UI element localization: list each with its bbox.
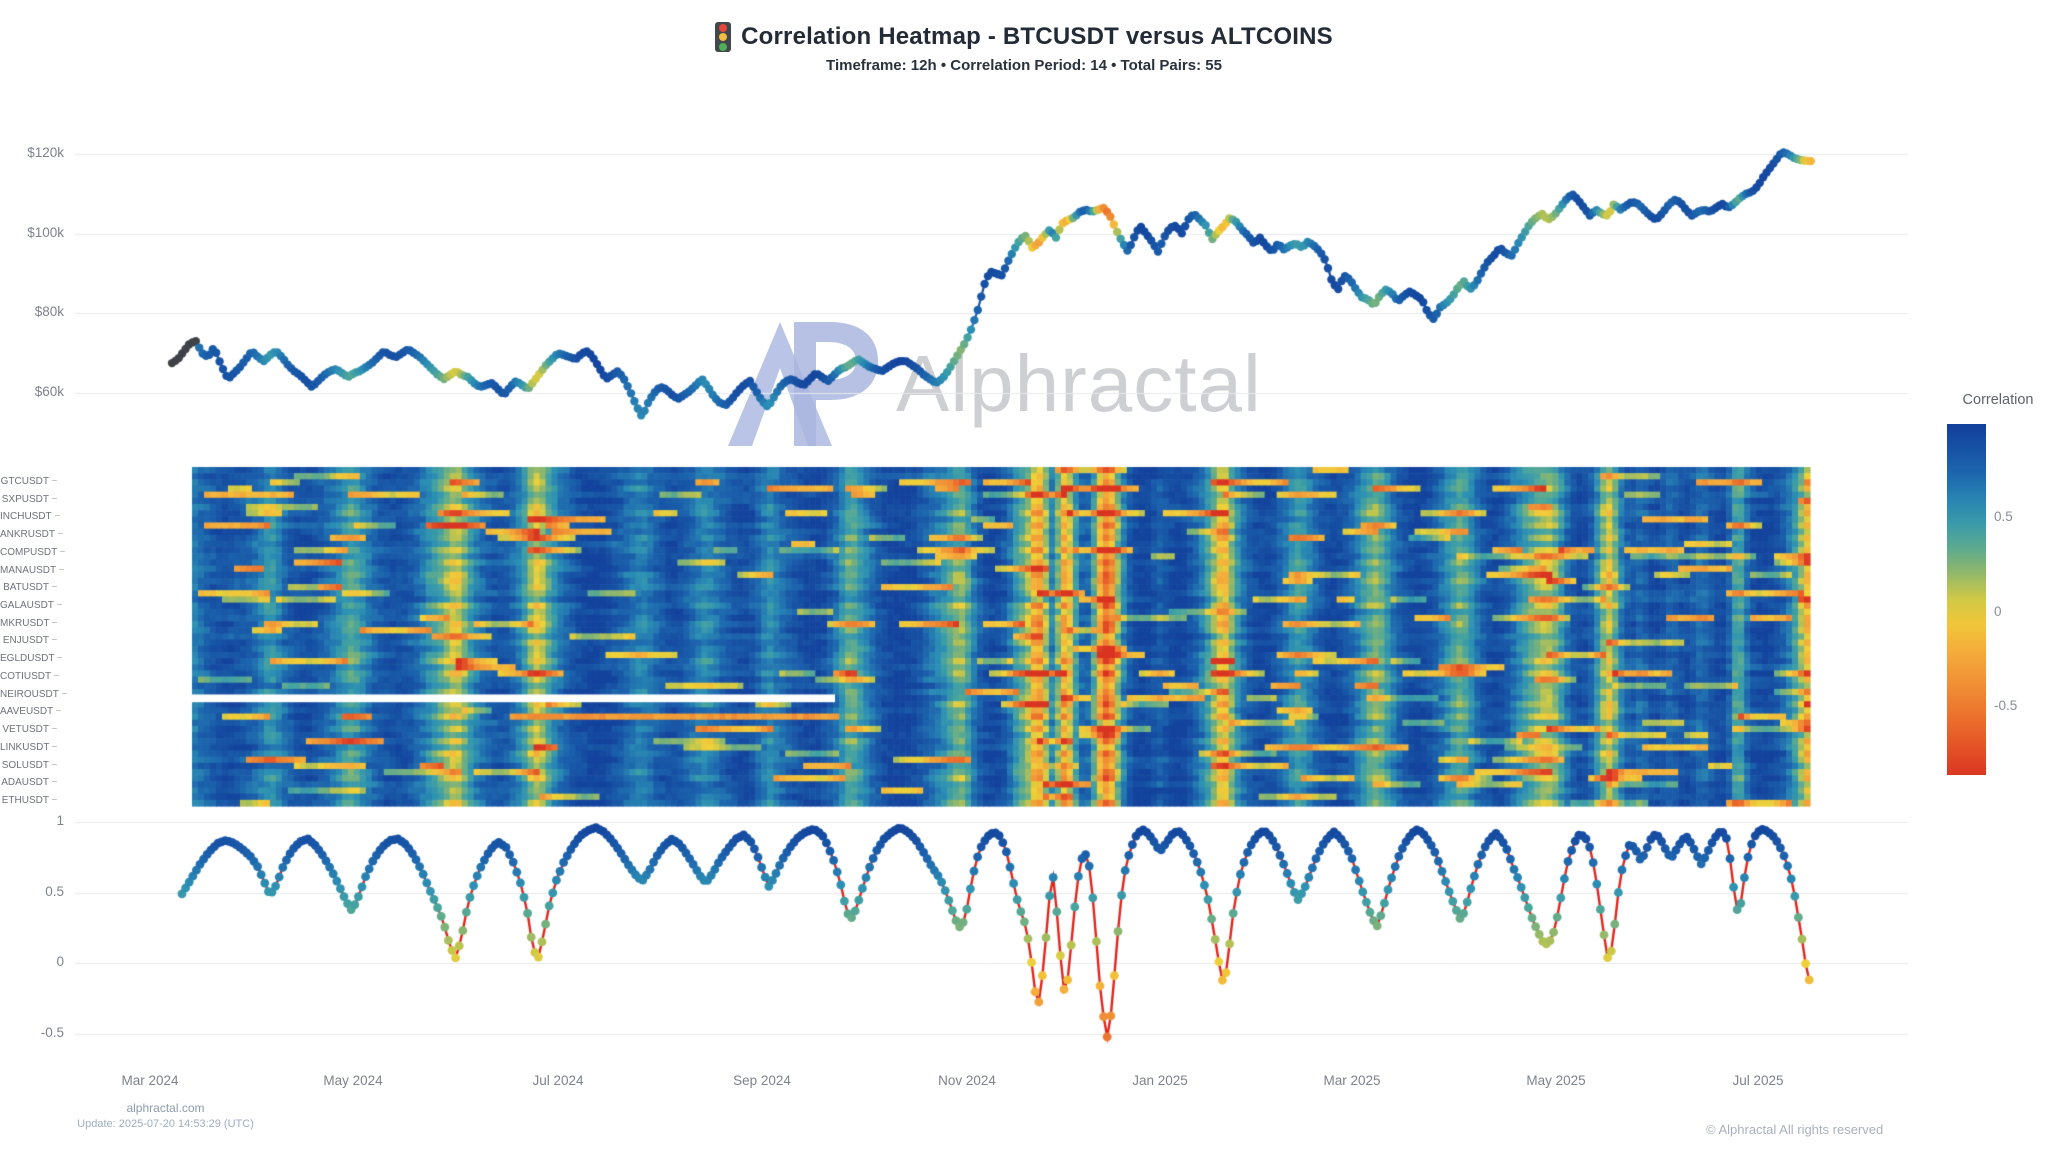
colorbar-tick-label: 0 bbox=[1994, 603, 2002, 619]
heatmap-row-label: MANAUSDT bbox=[0, 564, 57, 576]
heatmap-row-label: VETUSDT bbox=[0, 724, 57, 735]
heatmap-row-label: LINKUSDT bbox=[0, 742, 57, 753]
price-ytick-label: $100k bbox=[27, 224, 64, 240]
date-tick-label: Jul 2024 bbox=[532, 1073, 584, 1088]
heatmap-row-label: COTIUSDT bbox=[0, 671, 57, 682]
correlation-ytick-label: -0.5 bbox=[40, 1024, 64, 1040]
heatmap-row-label: SXPUSDT bbox=[0, 494, 57, 505]
price-ytick-label: $60k bbox=[34, 383, 64, 399]
footer-copyright: © Alphractal All rights reserved bbox=[1706, 1122, 1884, 1137]
correlation-ytick-label: 0.5 bbox=[45, 883, 64, 899]
heatmap-row-label: EGLDUSDT bbox=[0, 653, 57, 664]
date-tick-label: Mar 2024 bbox=[121, 1073, 179, 1088]
correlation-ytick-label: 1 bbox=[56, 813, 64, 828]
heatmap-row-label: AAVEUSDT bbox=[0, 706, 57, 717]
date-tick-label: Mar 2025 bbox=[1323, 1073, 1381, 1088]
colorbar-gradient bbox=[1947, 424, 1986, 775]
footer-site-link[interactable]: alphractal.com bbox=[126, 1101, 205, 1115]
chart-header: Correlation Heatmap - BTCUSDT versus ALT… bbox=[0, 22, 2048, 74]
footer-left: alphractal.com Update: 2025-07-20 14:53:… bbox=[68, 1101, 263, 1130]
date-tick-label: Sep 2024 bbox=[733, 1073, 791, 1088]
footer-update-time: Update: 2025-07-20 14:53:29 (UTC) bbox=[77, 1118, 254, 1130]
heatmap-row-label: INCHUSDT bbox=[0, 511, 57, 522]
colorbar-tick-label: 0.5 bbox=[1994, 509, 2013, 525]
heatmap-row-label: ENJUSDT bbox=[0, 635, 57, 646]
colorbar-title: Correlation bbox=[1962, 392, 2034, 408]
colorbar-tick-label: -0.5 bbox=[1994, 698, 2018, 714]
heatmap-row-label: NEIROUSDT bbox=[0, 688, 59, 700]
chart-subtitle: Timeframe: 12h • Correlation Period: 14 … bbox=[826, 57, 1222, 74]
date-tick-label: Jul 2025 bbox=[1732, 1073, 1784, 1088]
date-tick-label: Nov 2024 bbox=[938, 1073, 996, 1088]
price-ytick-label: $120k bbox=[27, 145, 64, 160]
heatmap-row-label: ETHUSDT bbox=[0, 795, 57, 806]
heatmap-row-label: ANKRUSDT bbox=[0, 529, 56, 541]
heatmap-row-label: SOLUSDT bbox=[0, 760, 57, 771]
date-tick-label: May 2025 bbox=[1526, 1073, 1586, 1088]
heatmap-row-label: ADAUSDT bbox=[0, 777, 57, 788]
page-title: Correlation Heatmap - BTCUSDT versus ALT… bbox=[741, 23, 1333, 50]
date-tick-label: Jan 2025 bbox=[1132, 1073, 1188, 1088]
heatmap-row-label: COMPUSDT bbox=[0, 546, 58, 558]
correlation-ytick-label: 0 bbox=[56, 954, 64, 969]
price-ytick-label: $80k bbox=[34, 304, 64, 320]
traffic-light-icon bbox=[715, 22, 732, 52]
date-tick-label: May 2024 bbox=[323, 1073, 383, 1088]
heatmap-row-label: GTCUSDT bbox=[0, 476, 57, 487]
heatmap-row-label: MKRUSDT bbox=[0, 618, 57, 629]
heatmap-row-label: GALAUSDT bbox=[0, 600, 57, 611]
heatmap-row-label: BATUSDT bbox=[0, 582, 57, 593]
